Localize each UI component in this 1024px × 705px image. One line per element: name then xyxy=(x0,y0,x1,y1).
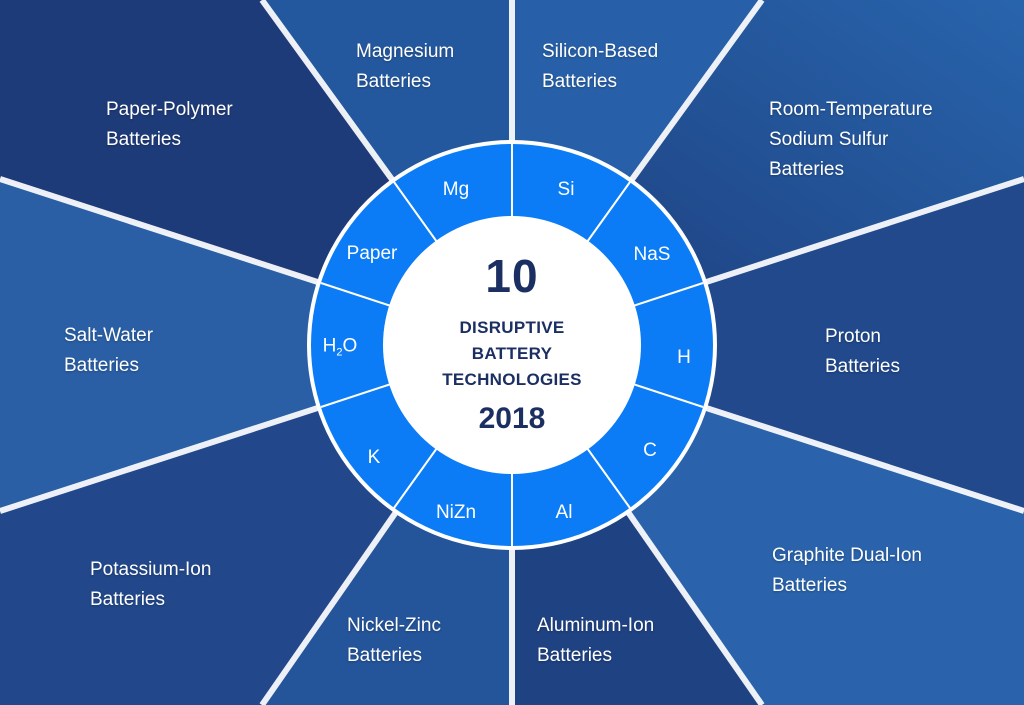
label-graphite: Graphite Dual-Ion Batteries xyxy=(772,545,922,596)
symbol-nizn: NiZn xyxy=(435,502,477,523)
label-aluminum: Aluminum-Ion Batteries xyxy=(537,615,655,666)
symbol-h2o: H2O xyxy=(323,336,358,359)
symbol-h: H xyxy=(677,347,691,368)
title-line-3: TECHNOLOGIES xyxy=(442,370,582,389)
ring-dividers xyxy=(320,144,704,546)
symbol-nas: NaS xyxy=(633,244,671,265)
title-year: 2018 xyxy=(478,402,546,435)
symbol-h2o-subscript: 2 xyxy=(336,346,343,359)
label-paper-polymer: Paper-Polymer Batteries xyxy=(106,99,233,150)
symbol-al: Al xyxy=(555,502,573,523)
label-silicon: Silicon-Based Batteries xyxy=(542,41,659,92)
wedge-proton xyxy=(512,179,1024,511)
title-line-1: DISRUPTIVE xyxy=(459,318,565,337)
label-proton: Proton Batteries xyxy=(825,326,900,377)
symbol-h2o-tail: O xyxy=(342,335,358,357)
label-potassium: Potassium-Ion Batteries xyxy=(90,559,212,610)
title-line-2: BATTERY xyxy=(471,344,553,363)
label-sodium-sulfur: Room-Temperature Sodium Sulfur Batteries xyxy=(769,99,933,180)
title-number: 10 xyxy=(485,250,539,302)
symbol-paper: Paper xyxy=(346,243,398,264)
symbol-c: C xyxy=(643,440,657,461)
symbol-k: K xyxy=(367,447,381,468)
symbol-mg: Mg xyxy=(442,179,470,200)
label-magnesium: Magnesium Batteries xyxy=(356,41,455,92)
label-nickel-zinc: Nickel-Zinc Batteries xyxy=(347,615,441,666)
wedge-salt-water xyxy=(0,179,512,511)
symbol-h2o-main: H xyxy=(322,335,337,357)
symbol-si: Si xyxy=(557,179,575,200)
label-salt-water: Salt-Water Batteries xyxy=(64,325,154,376)
center-title: 10 DISRUPTIVE BATTERY TECHNOLOGIES 2018 xyxy=(402,251,622,439)
center-disc xyxy=(383,216,641,474)
